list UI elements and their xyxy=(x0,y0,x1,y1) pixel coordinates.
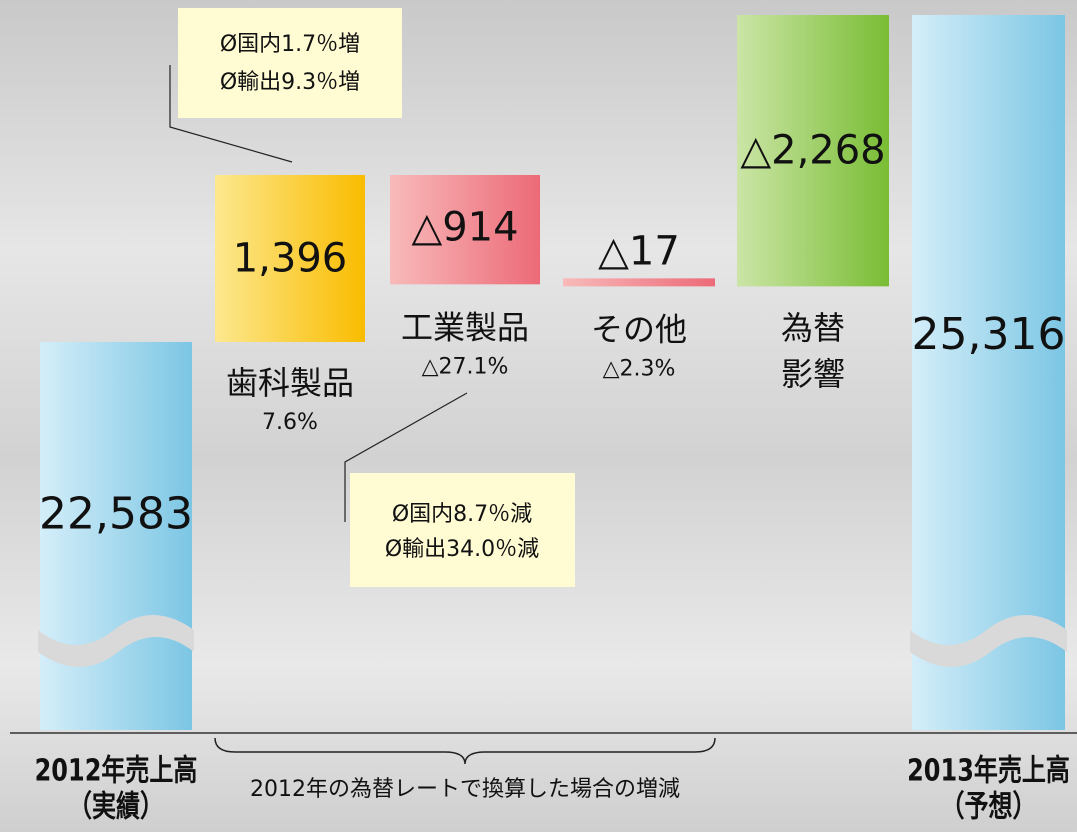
bar xyxy=(215,174,365,342)
category-label: 歯科製品 xyxy=(226,364,354,402)
annotation: Ø国内1.7％増 xyxy=(220,32,360,57)
annotation-box xyxy=(178,8,402,118)
bar xyxy=(40,342,192,730)
axis-break xyxy=(910,615,1067,667)
value-label: 25,316 xyxy=(912,309,1066,360)
category-label: 2013年売上高 xyxy=(907,753,1070,788)
bracket xyxy=(214,737,716,765)
bar xyxy=(912,15,1065,730)
bar xyxy=(563,278,715,287)
category-label: 工業製品 xyxy=(401,308,529,346)
change-label: △2.3% xyxy=(603,356,676,381)
bracket-label: 2012年の為替レートで換算した場合の増減 xyxy=(250,777,680,802)
value-label: △17 xyxy=(598,228,680,274)
value-label: △2,268 xyxy=(740,128,885,174)
annotation: Ø輸出34.0％減 xyxy=(385,537,539,562)
category-label: その他 xyxy=(591,310,687,348)
bar xyxy=(737,15,889,287)
change-label: 7.6% xyxy=(262,410,318,435)
category-label: 為替 xyxy=(781,309,845,347)
value-label: 22,583 xyxy=(39,489,193,540)
category-label: 影響 xyxy=(781,355,845,393)
change-label: △27.1% xyxy=(422,354,509,379)
category-label: （予想） xyxy=(941,790,1037,824)
bar xyxy=(390,174,540,285)
value-label: △914 xyxy=(411,205,518,251)
category-label: （実績） xyxy=(68,789,164,824)
annotation: Ø国内8.7％減 xyxy=(392,502,532,527)
leader-line xyxy=(169,65,293,163)
axis-break xyxy=(38,615,194,667)
annotation-box xyxy=(350,473,575,587)
category-label: 2012年売上高 xyxy=(35,753,198,788)
leader-line xyxy=(344,392,468,522)
value-label: 1,396 xyxy=(233,235,348,281)
annotation: Ø輸出9.3％増 xyxy=(220,70,360,95)
